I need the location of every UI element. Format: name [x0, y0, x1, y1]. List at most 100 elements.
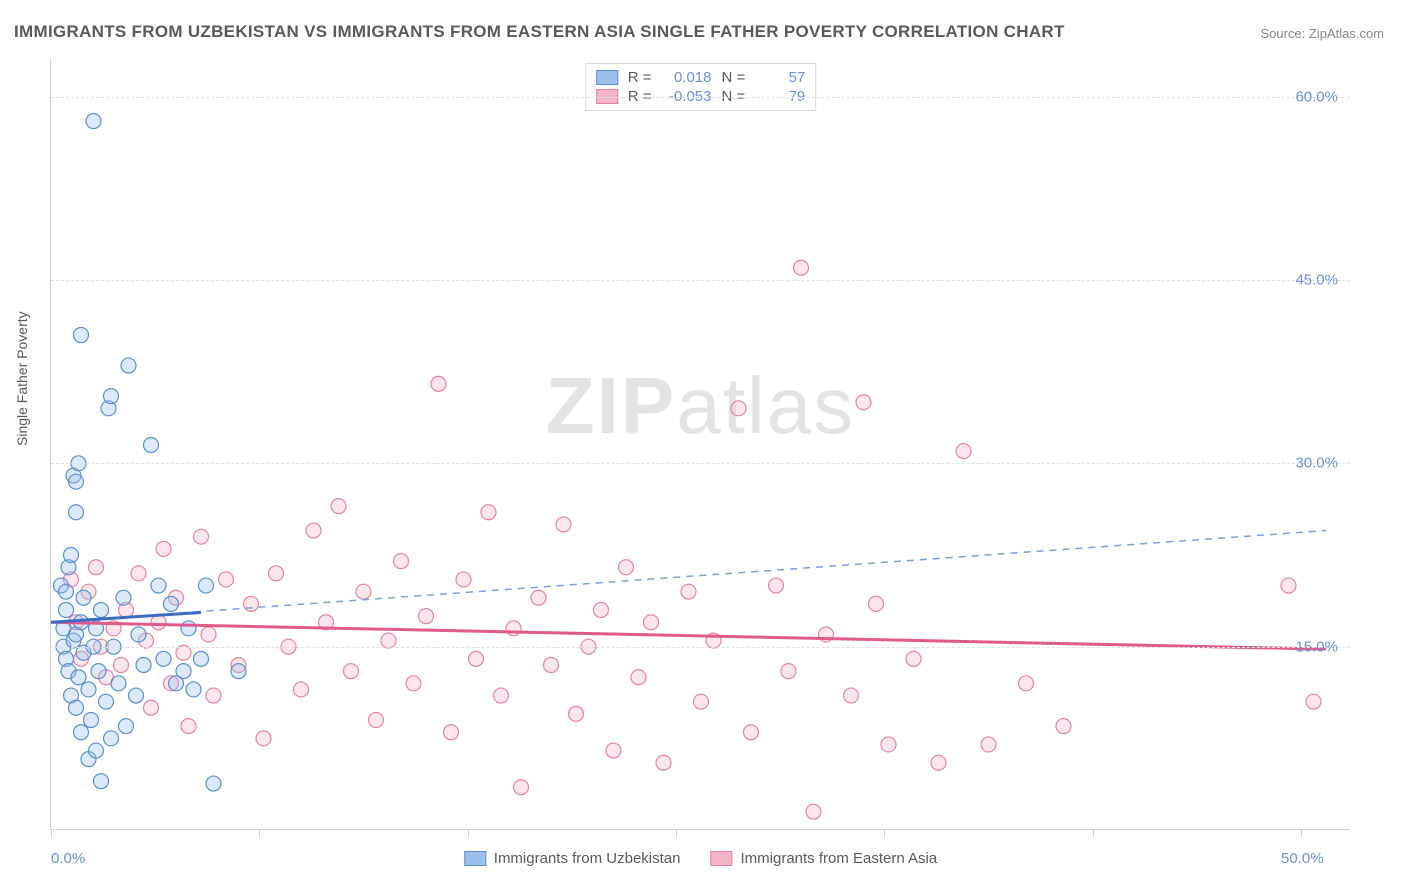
data-point: [856, 395, 871, 410]
data-point: [219, 572, 234, 587]
data-point: [769, 578, 784, 593]
legend-swatch: [464, 851, 486, 866]
data-point: [186, 682, 201, 697]
trend-line: [51, 622, 1326, 649]
data-point: [194, 651, 209, 666]
x-tick: [1301, 829, 1302, 837]
data-point: [469, 651, 484, 666]
data-point: [806, 804, 821, 819]
data-point: [74, 328, 89, 343]
series-legend: Immigrants from Uzbekistan Immigrants fro…: [464, 850, 937, 867]
data-point: [544, 658, 559, 673]
legend-item: Immigrants from Eastern Asia: [710, 850, 937, 867]
chart-title: IMMIGRANTS FROM UZBEKISTAN VS IMMIGRANTS…: [14, 22, 1065, 42]
data-point: [594, 603, 609, 618]
data-point: [206, 688, 221, 703]
data-point: [86, 114, 101, 129]
data-point: [84, 713, 99, 728]
x-tick: [259, 829, 260, 837]
data-point: [606, 743, 621, 758]
data-point: [131, 627, 146, 642]
data-point: [144, 700, 159, 715]
data-point: [1056, 719, 1071, 734]
grid-line: [51, 647, 1350, 648]
legend-item: Immigrants from Uzbekistan: [464, 850, 681, 867]
legend-swatch: [596, 70, 618, 85]
y-tick-label: 15.0%: [1295, 638, 1338, 655]
data-point: [206, 776, 221, 791]
data-point: [194, 529, 209, 544]
data-point: [794, 260, 809, 275]
data-point: [344, 664, 359, 679]
data-point: [631, 670, 646, 685]
data-point: [244, 596, 259, 611]
data-point: [294, 682, 309, 697]
legend-stat-value: 0.018: [662, 69, 712, 86]
data-point: [981, 737, 996, 752]
data-point: [69, 474, 84, 489]
legend-label: Immigrants from Eastern Asia: [740, 850, 937, 867]
data-point: [869, 596, 884, 611]
data-point: [71, 670, 86, 685]
data-point: [514, 780, 529, 795]
data-point: [356, 584, 371, 599]
data-point: [164, 596, 179, 611]
x-tick: [884, 829, 885, 837]
x-tick-label: 50.0%: [1281, 850, 1324, 867]
legend-stat-label: N =: [722, 69, 746, 86]
data-point: [119, 719, 134, 734]
data-point: [199, 578, 214, 593]
data-point: [59, 603, 74, 618]
data-point: [269, 566, 284, 581]
data-point: [59, 584, 74, 599]
data-point: [99, 694, 114, 709]
data-point: [644, 615, 659, 630]
plot-area: ZIPatlas R =0.018N =57R =-0.053N =79 Imm…: [50, 60, 1350, 830]
trend-line: [51, 531, 1326, 623]
legend-stat-value: 57: [755, 69, 805, 86]
data-point: [406, 676, 421, 691]
data-point: [1281, 578, 1296, 593]
data-point: [569, 706, 584, 721]
data-point: [906, 651, 921, 666]
data-point: [731, 401, 746, 416]
data-point: [89, 743, 104, 758]
data-point: [1019, 676, 1034, 691]
data-point: [956, 444, 971, 459]
data-point: [394, 554, 409, 569]
data-point: [431, 376, 446, 391]
legend-label: Immigrants from Uzbekistan: [494, 850, 681, 867]
legend-swatch: [710, 851, 732, 866]
data-point: [116, 590, 131, 605]
data-point: [181, 621, 196, 636]
data-point: [444, 725, 459, 740]
x-tick: [676, 829, 677, 837]
data-point: [89, 560, 104, 575]
grid-line: [51, 97, 1350, 98]
x-tick: [51, 829, 52, 837]
data-point: [681, 584, 696, 599]
data-point: [656, 755, 671, 770]
legend-stat-label: R =: [628, 69, 652, 86]
y-tick-label: 60.0%: [1295, 88, 1338, 105]
data-point: [94, 603, 109, 618]
data-point: [619, 560, 634, 575]
data-point: [201, 627, 216, 642]
data-point: [181, 719, 196, 734]
data-point: [156, 541, 171, 556]
data-point: [64, 548, 79, 563]
data-point: [556, 517, 571, 532]
data-point: [94, 774, 109, 789]
data-point: [129, 688, 144, 703]
data-point: [131, 566, 146, 581]
data-point: [494, 688, 509, 703]
grid-line: [51, 280, 1350, 281]
data-point: [306, 523, 321, 538]
data-point: [91, 664, 106, 679]
y-tick-label: 30.0%: [1295, 455, 1338, 472]
data-point: [744, 725, 759, 740]
x-tick: [1093, 829, 1094, 837]
data-point: [76, 590, 91, 605]
data-point: [844, 688, 859, 703]
data-point: [931, 755, 946, 770]
